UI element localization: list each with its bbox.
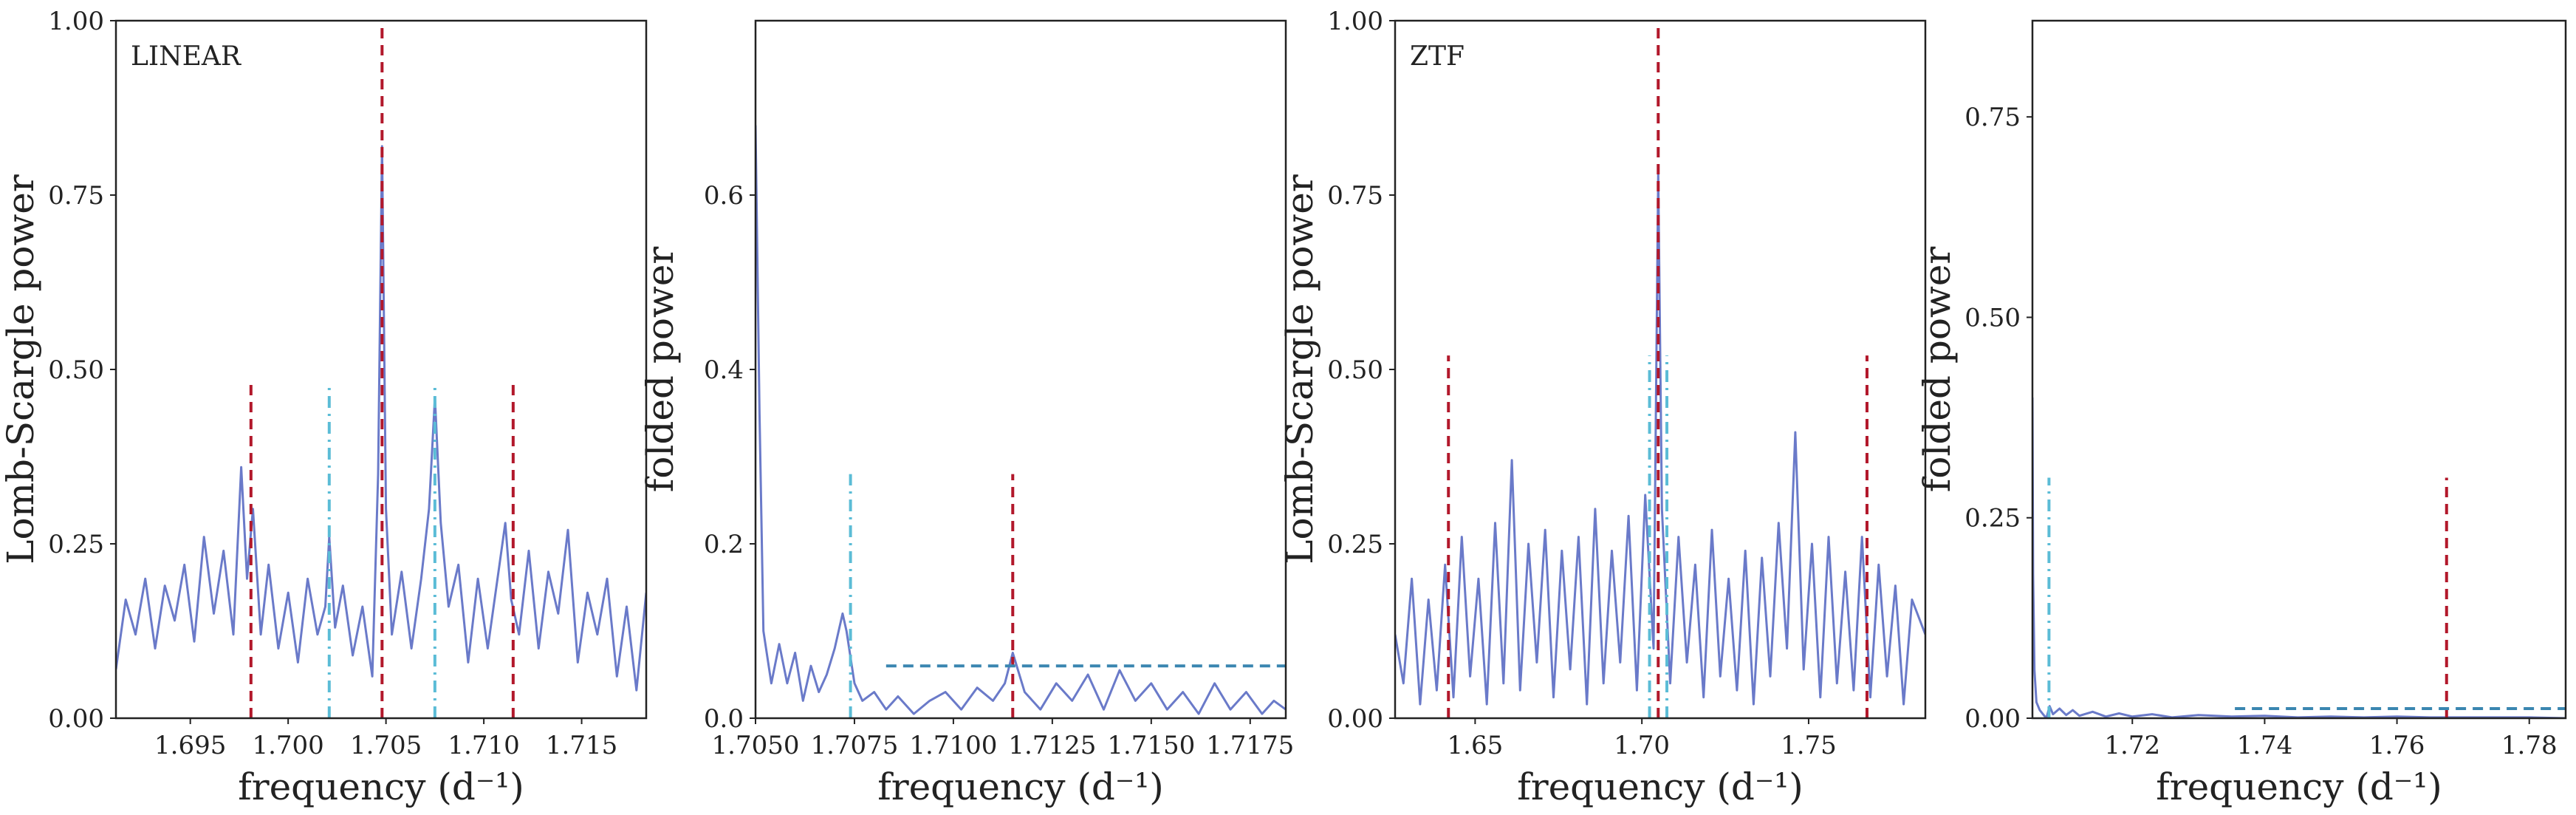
x-tick-label: 1.75 bbox=[1781, 731, 1837, 760]
series-line bbox=[1395, 173, 1925, 706]
y-axis-label: folded power bbox=[639, 247, 682, 493]
x-tick-label: 1.70 bbox=[1614, 731, 1670, 760]
plot-area bbox=[2032, 397, 2566, 718]
series-line bbox=[756, 125, 1286, 715]
y-tick-label: 0.6 bbox=[704, 181, 744, 211]
x-tick-label: 1.7125 bbox=[1008, 731, 1096, 760]
x-tick-label: 1.72 bbox=[2104, 731, 2160, 760]
y-axis-label: Lomb-Scargle power bbox=[1278, 174, 1321, 565]
y-tick-label: 0.25 bbox=[1327, 530, 1383, 559]
x-tick-label: 1.7100 bbox=[909, 731, 997, 760]
x-axis-label: frequency (d⁻¹) bbox=[2156, 765, 2442, 808]
x-tick-label: 1.710 bbox=[448, 731, 519, 760]
y-tick-label: 0.75 bbox=[1964, 103, 2021, 132]
y-tick-label: 1.00 bbox=[48, 7, 104, 36]
y-tick-label: 0.25 bbox=[48, 530, 104, 559]
x-tick-label: 1.695 bbox=[154, 731, 226, 760]
x-tick-label: 1.7150 bbox=[1107, 731, 1195, 760]
y-tick-label: 0.00 bbox=[1327, 704, 1383, 734]
y-tick-label: 0.75 bbox=[48, 181, 104, 211]
y-tick-label: 1.00 bbox=[1327, 7, 1383, 36]
x-tick-label: 1.705 bbox=[350, 731, 422, 760]
series-line bbox=[116, 145, 646, 692]
plot-area bbox=[116, 21, 646, 718]
y-tick-label: 0.4 bbox=[704, 355, 744, 385]
x-tick-label: 1.74 bbox=[2237, 731, 2293, 760]
y-tick-label: 0.00 bbox=[1964, 704, 2021, 734]
survey-label: LINEAR bbox=[131, 41, 242, 72]
panel-4: 1.72 1.74 1.76 1.78 0.00 0.25 0.50 0.75 frequenc… bbox=[1916, 19, 2567, 808]
x-tick-label: 1.65 bbox=[1448, 731, 1504, 760]
panel-1: 1.695 1.700 1.705 1.710 1.715 0.00 0.25 0.50 0.7… bbox=[0, 7, 648, 808]
x-tick-label: 1.76 bbox=[2369, 731, 2425, 760]
y-tick-label: 0.50 bbox=[1964, 303, 2021, 333]
axes-frame bbox=[754, 19, 1287, 720]
x-tick-label: 1.78 bbox=[2501, 731, 2558, 760]
survey-label: ZTF bbox=[1410, 41, 1465, 72]
axes-frame bbox=[2031, 19, 2567, 720]
x-tick-label: 1.715 bbox=[546, 731, 617, 760]
x-axis-label: frequency (d⁻¹) bbox=[238, 765, 524, 808]
y-tick-label: 0.75 bbox=[1327, 181, 1383, 211]
x-tick-label: 1.7075 bbox=[810, 731, 898, 760]
x-axis-label: frequency (d⁻¹) bbox=[1517, 765, 1803, 808]
panel-2: 1.7050 1.7075 1.7100 1.7125 1.7150 1.7175 0.0 0… bbox=[639, 19, 1294, 808]
y-tick-label: 0.50 bbox=[1327, 355, 1383, 385]
y-axis-label: folded power bbox=[1916, 247, 1959, 493]
y-tick-label: 0.00 bbox=[48, 704, 104, 734]
plot-area bbox=[756, 125, 1286, 718]
y-tick-label: 0.2 bbox=[704, 530, 744, 559]
y-tick-label: 0.25 bbox=[1964, 504, 2021, 533]
y-tick-label: 0.0 bbox=[704, 704, 744, 734]
plot-area bbox=[1395, 21, 1925, 718]
series-line bbox=[2032, 397, 2566, 718]
y-tick-label: 0.50 bbox=[48, 355, 104, 385]
x-axis-label: frequency (d⁻¹) bbox=[877, 765, 1164, 808]
y-axis-label: Lomb-Scargle power bbox=[0, 174, 42, 565]
x-tick-label: 1.7050 bbox=[712, 731, 800, 760]
x-tick-label: 1.700 bbox=[252, 731, 323, 760]
panel-3: 1.65 1.70 1.75 0.00 0.25 0.50 0.75 1.00 frequenc… bbox=[1278, 7, 1927, 808]
x-tick-label: 1.7175 bbox=[1206, 731, 1294, 760]
